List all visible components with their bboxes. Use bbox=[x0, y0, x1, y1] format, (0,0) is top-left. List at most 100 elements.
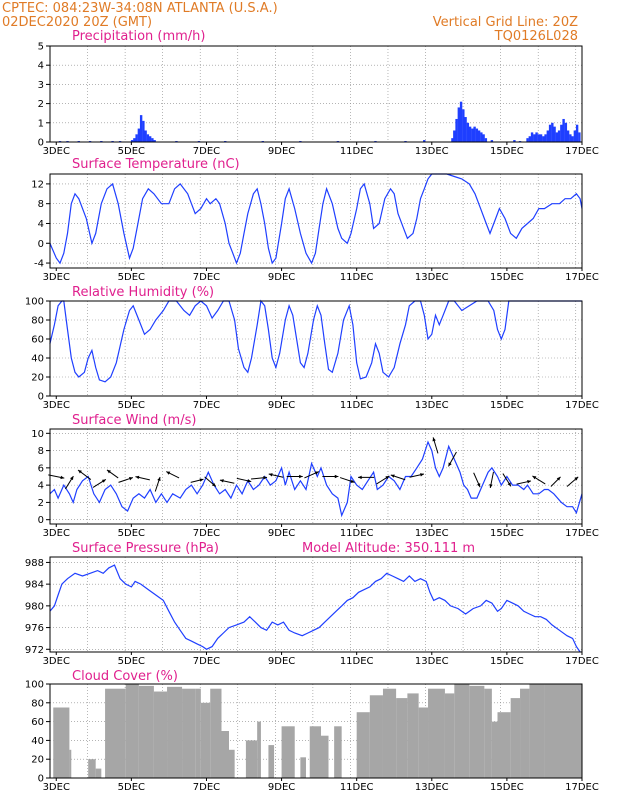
pressure-xtick-label: 5DEC bbox=[118, 656, 145, 667]
precip-ytick-label: 1 bbox=[38, 118, 44, 129]
wind-vector-head bbox=[268, 473, 273, 477]
precip-xtick-label: 7DEC bbox=[193, 146, 220, 157]
precip-bar bbox=[539, 134, 543, 142]
cloud-ytick-label: 20 bbox=[31, 755, 44, 766]
precip-title: Precipitation (mm/h) bbox=[72, 29, 205, 44]
precip-xtick-label: 5DEC bbox=[118, 146, 145, 157]
precip-bar bbox=[455, 118, 458, 142]
wind-vector-head bbox=[527, 480, 531, 484]
precip-bar bbox=[451, 138, 454, 142]
pressure-ytick-label: 972 bbox=[25, 645, 44, 656]
cloud-ytick-label: 80 bbox=[31, 698, 44, 709]
rh-xtick-label: 13DEC bbox=[415, 400, 449, 411]
precip-bar bbox=[530, 132, 534, 142]
cloud-bar bbox=[200, 702, 211, 778]
wind-vector-head bbox=[574, 476, 579, 481]
precip-bar bbox=[566, 130, 570, 142]
cloud-bar bbox=[268, 745, 275, 778]
wind-vector-head bbox=[166, 471, 171, 475]
wind-frame bbox=[49, 428, 583, 525]
pressure-xtick-label: 9DEC bbox=[268, 656, 295, 667]
rh-title: Relative Humidity (%) bbox=[72, 285, 214, 300]
cloud-xtick-label: 13DEC bbox=[415, 782, 449, 793]
precip-bar bbox=[477, 130, 481, 142]
precip-bar bbox=[135, 134, 138, 142]
pressure-xtick-label: 11DEC bbox=[340, 656, 374, 667]
wind-vector-head bbox=[556, 476, 561, 481]
wind-vector-head bbox=[219, 479, 224, 483]
rh-xtick-label: 15DEC bbox=[490, 400, 524, 411]
cloud-bar bbox=[396, 698, 408, 778]
wind-vector-head bbox=[350, 479, 355, 483]
precip-bar bbox=[423, 140, 426, 142]
cloud-bar bbox=[69, 749, 72, 778]
rh-xtick-label: 9DEC bbox=[268, 400, 295, 411]
precip-bar bbox=[557, 130, 561, 142]
wind-ytick-label: 6 bbox=[38, 463, 44, 474]
cloud-bar bbox=[53, 707, 70, 778]
rh-ytick-label: 20 bbox=[31, 373, 44, 384]
precip-xtick-label: 9DEC bbox=[268, 146, 295, 157]
precip-bar bbox=[562, 118, 565, 142]
wind-ytick-label: 0 bbox=[38, 515, 44, 526]
wind-xtick-label: 5DEC bbox=[118, 528, 145, 539]
precip-bar bbox=[573, 130, 577, 142]
cloud-bar bbox=[257, 721, 261, 778]
cloud-bar bbox=[309, 726, 322, 778]
precip-frame bbox=[49, 45, 583, 143]
precip-bar bbox=[544, 134, 547, 142]
precip-bar bbox=[533, 134, 536, 142]
pressure-title: Surface Pressure (hPa) bbox=[72, 541, 219, 556]
precip-bar bbox=[148, 136, 152, 142]
precip-bar bbox=[542, 136, 545, 142]
precip-bar bbox=[555, 132, 559, 142]
cloud-bar bbox=[245, 740, 258, 778]
cloud-ytick-label: 60 bbox=[31, 717, 44, 728]
wind-vector-head bbox=[135, 475, 140, 480]
temp-ytick-label: 8 bbox=[38, 199, 44, 210]
precip-bar bbox=[471, 128, 474, 142]
wind-ytick-label: 10 bbox=[31, 429, 44, 440]
cloud-bar bbox=[544, 684, 582, 778]
cloud-bar bbox=[153, 691, 168, 778]
rh-ytick-label: 60 bbox=[31, 335, 44, 346]
model-altitude-label: Model Altitude: 350.111 m bbox=[302, 541, 475, 556]
precip-bar bbox=[142, 120, 145, 142]
precip-bar bbox=[569, 134, 572, 142]
pressure-ytick-label: 976 bbox=[25, 623, 44, 634]
rh-xtick-label: 3DEC bbox=[43, 400, 70, 411]
cloud-bar bbox=[182, 688, 196, 778]
cloud-bar bbox=[321, 735, 329, 778]
precip-bar bbox=[453, 130, 456, 142]
header-line1: CPTEC: 084:23W-34:08N ATLANTA (U.S.A.) bbox=[2, 1, 278, 16]
header-line2: 02DEC2020 20Z (GMT) bbox=[2, 15, 152, 30]
wind-ytick-label: 2 bbox=[38, 498, 44, 509]
temp-xtick-label: 15DEC bbox=[490, 272, 524, 283]
wind-xtick-label: 3DEC bbox=[43, 528, 70, 539]
cloud-xtick-label: 17DEC bbox=[565, 782, 599, 793]
cloud-title: Cloud Cover (%) bbox=[72, 669, 178, 684]
precip-ytick-label: 0 bbox=[38, 138, 44, 149]
precip-bar bbox=[146, 134, 150, 142]
precip-bar bbox=[139, 115, 143, 142]
precip-xtick-label: 3DEC bbox=[43, 146, 70, 157]
cloud-xtick-label: 3DEC bbox=[43, 782, 70, 793]
cloud-bar bbox=[520, 688, 530, 778]
pressure-xtick-label: 17DEC bbox=[565, 656, 599, 667]
precip-bar bbox=[466, 122, 470, 142]
wind-ytick-label: 4 bbox=[38, 481, 44, 492]
cloud-xtick-label: 7DEC bbox=[193, 782, 220, 793]
cloud-bar bbox=[195, 688, 201, 778]
precip-bar bbox=[464, 117, 467, 142]
pressure-ytick-label: 984 bbox=[25, 580, 44, 591]
cloud-bar bbox=[356, 712, 370, 778]
temp-ytick-label: 0 bbox=[38, 239, 44, 250]
temp-xtick-label: 11DEC bbox=[340, 272, 374, 283]
cloud-bar bbox=[444, 693, 455, 778]
wind-vector-head bbox=[507, 482, 511, 487]
precip-bar bbox=[571, 136, 574, 142]
cloud-bar bbox=[529, 684, 545, 778]
wind-vector-head bbox=[157, 477, 161, 482]
rh-ytick-label: 40 bbox=[31, 354, 44, 365]
